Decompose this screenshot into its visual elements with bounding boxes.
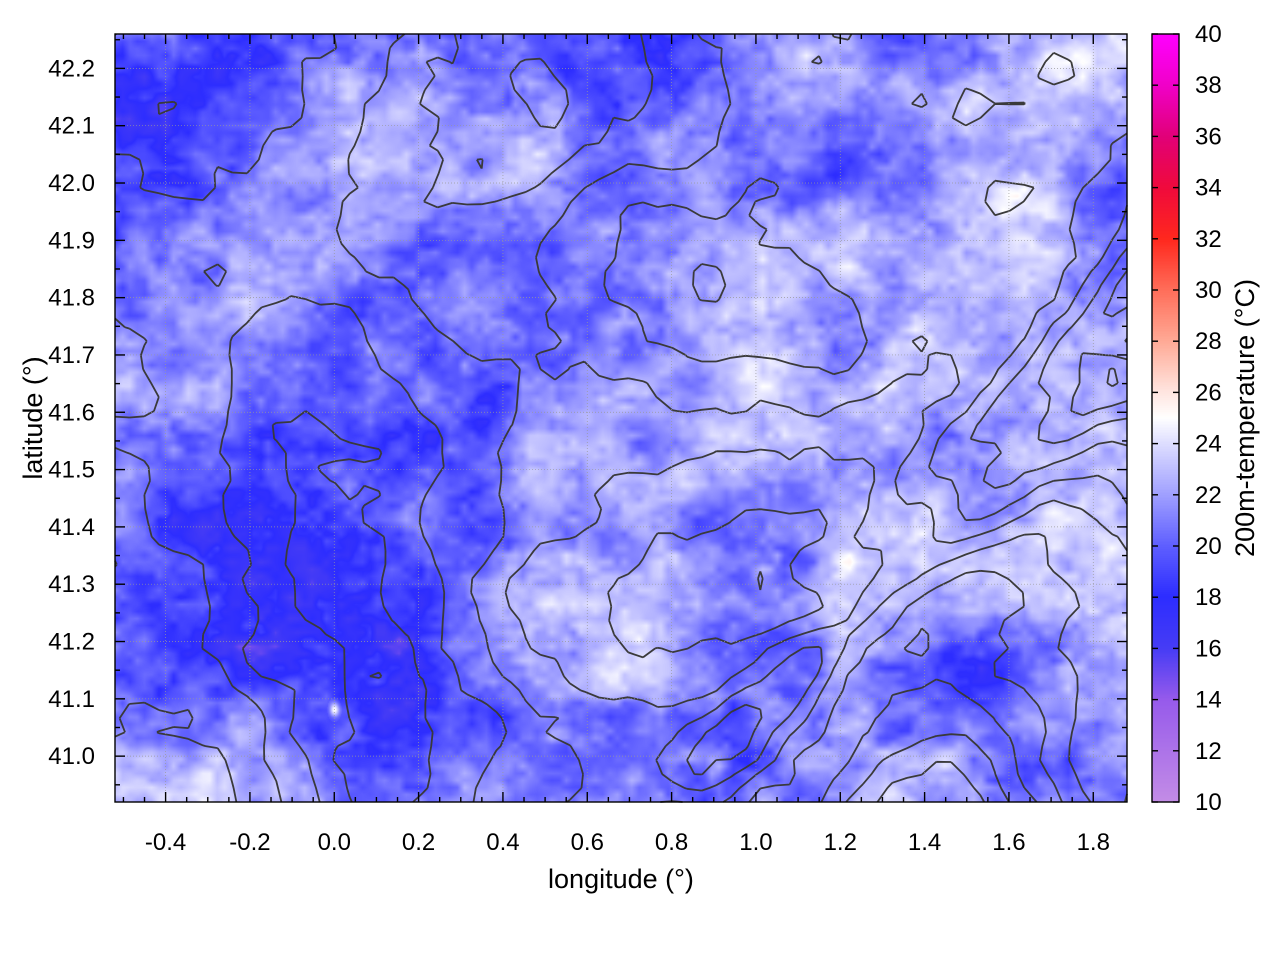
- svg-text:40: 40: [1195, 21, 1222, 48]
- svg-text:41.9: 41.9: [48, 227, 95, 254]
- svg-text:14: 14: [1195, 687, 1222, 714]
- svg-text:41.4: 41.4: [48, 514, 95, 541]
- svg-text:41.5: 41.5: [48, 457, 95, 484]
- svg-text:18: 18: [1195, 584, 1222, 611]
- svg-text:41.1: 41.1: [48, 686, 95, 713]
- svg-text:42.2: 42.2: [48, 55, 95, 82]
- svg-text:1.0: 1.0: [739, 829, 772, 856]
- svg-text:0.4: 0.4: [486, 829, 519, 856]
- svg-text:30: 30: [1195, 277, 1222, 304]
- svg-text:41.2: 41.2: [48, 629, 95, 656]
- svg-text:12: 12: [1195, 738, 1222, 765]
- svg-text:22: 22: [1195, 482, 1222, 509]
- svg-text:1.8: 1.8: [1077, 829, 1110, 856]
- svg-text:38: 38: [1195, 72, 1222, 99]
- svg-text:0.6: 0.6: [571, 829, 604, 856]
- svg-text:41.8: 41.8: [48, 285, 95, 312]
- svg-text:24: 24: [1195, 431, 1222, 458]
- svg-text:0.0: 0.0: [318, 829, 351, 856]
- svg-text:28: 28: [1195, 328, 1222, 355]
- svg-text:10: 10: [1195, 789, 1222, 816]
- svg-text:200m-temperature (°C): 200m-temperature (°C): [1230, 279, 1260, 557]
- svg-text:42.1: 42.1: [48, 113, 95, 140]
- svg-text:-0.4: -0.4: [145, 829, 186, 856]
- svg-text:latitude (°): latitude (°): [18, 356, 48, 479]
- svg-text:41.0: 41.0: [48, 743, 95, 770]
- svg-text:1.6: 1.6: [992, 829, 1025, 856]
- svg-text:1.2: 1.2: [824, 829, 857, 856]
- svg-text:41.7: 41.7: [48, 342, 95, 369]
- svg-text:32: 32: [1195, 226, 1222, 253]
- svg-text:41.3: 41.3: [48, 571, 95, 598]
- svg-text:20: 20: [1195, 533, 1222, 560]
- svg-text:-0.2: -0.2: [229, 829, 270, 856]
- svg-text:26: 26: [1195, 379, 1222, 406]
- svg-text:16: 16: [1195, 635, 1222, 662]
- svg-text:longitude (°): longitude (°): [548, 864, 694, 894]
- svg-text:1.4: 1.4: [908, 829, 941, 856]
- svg-text:0.2: 0.2: [402, 829, 435, 856]
- svg-text:36: 36: [1195, 123, 1222, 150]
- svg-text:34: 34: [1195, 175, 1222, 202]
- svg-text:42.0: 42.0: [48, 170, 95, 197]
- svg-text:0.8: 0.8: [655, 829, 688, 856]
- svg-text:41.6: 41.6: [48, 399, 95, 426]
